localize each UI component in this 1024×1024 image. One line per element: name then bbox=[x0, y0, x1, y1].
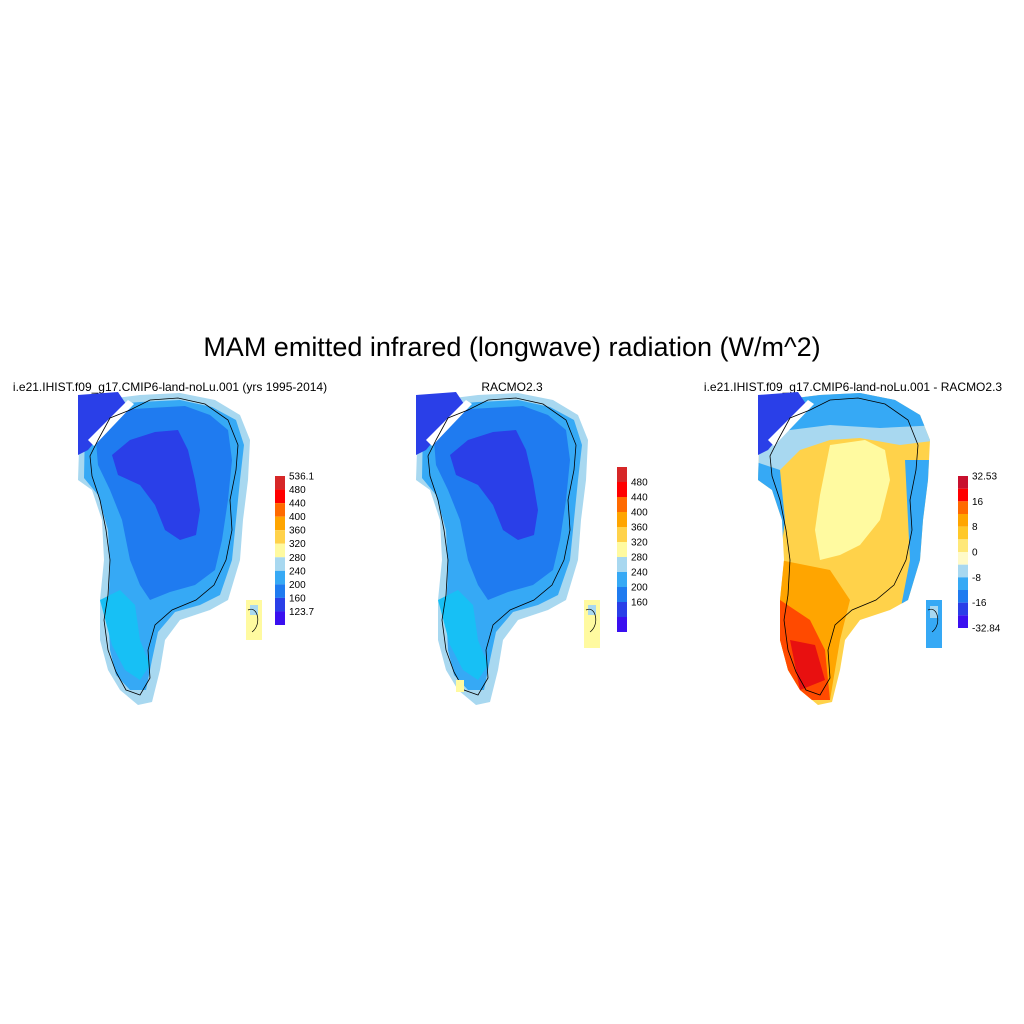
colorbar-swatch bbox=[958, 577, 968, 590]
colorbar-label: 480 bbox=[289, 485, 306, 496]
colorbar-label: 160 bbox=[631, 598, 648, 609]
colorbar-swatch bbox=[617, 482, 627, 497]
colorbar-swatch bbox=[958, 526, 968, 540]
colorbar-label: -16 bbox=[972, 598, 987, 609]
colorbar-swatch bbox=[958, 514, 968, 527]
colorbar-label: 240 bbox=[289, 566, 306, 577]
colorbar-swatch bbox=[275, 530, 285, 544]
colorbar-model: 536.1 480 440 400 360 320 280 240 200 160 123.7 bbox=[275, 472, 314, 625]
colorbar-swatch bbox=[958, 488, 968, 502]
colorbar-swatch bbox=[958, 564, 968, 578]
colorbar-swatch bbox=[958, 590, 968, 603]
colorbar-swatch bbox=[275, 476, 285, 490]
colorbar-label: 160 bbox=[289, 593, 306, 604]
colorbar-swatch bbox=[275, 503, 285, 517]
panel-title-model: i.e21.IHIST.f09_g17.CMIP6-land-noLu.001 … bbox=[12, 380, 328, 394]
colorbar-label: 16 bbox=[972, 497, 984, 508]
colorbar-racmo: 480 440 400 360 320 280 240 200 160 bbox=[617, 467, 648, 632]
colorbar-swatch bbox=[275, 597, 285, 612]
colorbar-label: 280 bbox=[631, 553, 648, 564]
colorbar-swatch bbox=[275, 489, 285, 504]
map-island-east bbox=[926, 600, 942, 648]
colorbar-label: 440 bbox=[631, 493, 648, 504]
colorbar-swatch bbox=[275, 516, 285, 531]
colorbar-label: 240 bbox=[631, 568, 648, 579]
map-gap bbox=[88, 400, 134, 446]
colorbar-label: 123.7 bbox=[289, 607, 314, 618]
map-gap bbox=[426, 400, 472, 446]
colorbar-label: 320 bbox=[289, 539, 306, 550]
colorbar-swatch bbox=[275, 584, 285, 598]
colorbar-swatch bbox=[958, 501, 968, 514]
map-coastline bbox=[89, 397, 239, 696]
colorbar-label: -8 bbox=[972, 573, 981, 584]
colorbar-diff: 32.53 16 8 0 -8 -16 -32.84 bbox=[958, 472, 1001, 635]
colorbar-swatch bbox=[958, 476, 968, 489]
map-island-east bbox=[246, 600, 262, 640]
colorbar-swatch bbox=[958, 539, 968, 552]
colorbar-swatch bbox=[617, 557, 627, 572]
map-field-160 bbox=[112, 430, 200, 540]
colorbar-swatch bbox=[617, 617, 627, 632]
colorbar-label: 440 bbox=[289, 499, 306, 510]
colorbar-swatch bbox=[617, 512, 627, 527]
colorbar-swatch bbox=[617, 587, 627, 602]
colorbar-swatch bbox=[617, 542, 627, 557]
colorbar-label: 400 bbox=[289, 512, 306, 523]
map-island-east bbox=[584, 600, 600, 648]
colorbar-swatch bbox=[617, 497, 627, 512]
colorbar-swatch bbox=[958, 602, 968, 616]
map-patch-south bbox=[456, 680, 464, 692]
colorbar-swatch bbox=[275, 543, 285, 558]
map-panel-model bbox=[78, 392, 262, 705]
colorbar-label: 200 bbox=[289, 580, 306, 591]
colorbar-label: 400 bbox=[631, 508, 648, 519]
map-field-south bbox=[100, 590, 150, 680]
map-panel-racmo bbox=[416, 392, 600, 705]
colorbar-label: 8 bbox=[972, 522, 978, 533]
panel-title-racmo: RACMO2.3 bbox=[481, 380, 543, 394]
colorbar-label: 480 bbox=[631, 478, 648, 489]
panel-title-diff: i.e21.IHIST.f09_g17.CMIP6-land-noLu.001 … bbox=[703, 380, 1003, 394]
colorbar-swatch bbox=[958, 552, 968, 565]
map-panel-difference bbox=[758, 392, 942, 705]
colorbar-label: 360 bbox=[289, 526, 306, 537]
map-gap bbox=[768, 400, 814, 446]
colorbar-swatch bbox=[275, 611, 285, 625]
map-field-160 bbox=[450, 430, 538, 540]
colorbar-swatch bbox=[617, 527, 627, 542]
figure-title: MAM emitted infrared (longwave) radiatio… bbox=[203, 332, 821, 362]
colorbar-swatch bbox=[958, 615, 968, 628]
colorbar-label: 320 bbox=[631, 538, 648, 549]
map-coastline bbox=[427, 397, 577, 696]
colorbar-label: 280 bbox=[289, 553, 306, 564]
map-diff-interior-light bbox=[815, 440, 890, 560]
map-diff-westcoast-blue bbox=[758, 460, 785, 570]
map-coastline bbox=[769, 397, 919, 696]
colorbar-swatch bbox=[617, 572, 627, 587]
colorbar-swatch bbox=[617, 467, 627, 482]
colorbar-label: 32.53 bbox=[972, 472, 997, 483]
colorbar-label: 536.1 bbox=[289, 472, 314, 483]
colorbar-swatch bbox=[617, 602, 627, 617]
colorbar-label: 0 bbox=[972, 548, 978, 559]
colorbar-label: -32.84 bbox=[972, 624, 1001, 635]
colorbar-label: 200 bbox=[631, 583, 648, 594]
colorbar-swatch bbox=[275, 557, 285, 571]
colorbar-swatch bbox=[275, 570, 285, 585]
colorbar-label: 360 bbox=[631, 523, 648, 534]
map-field-south bbox=[438, 590, 488, 680]
